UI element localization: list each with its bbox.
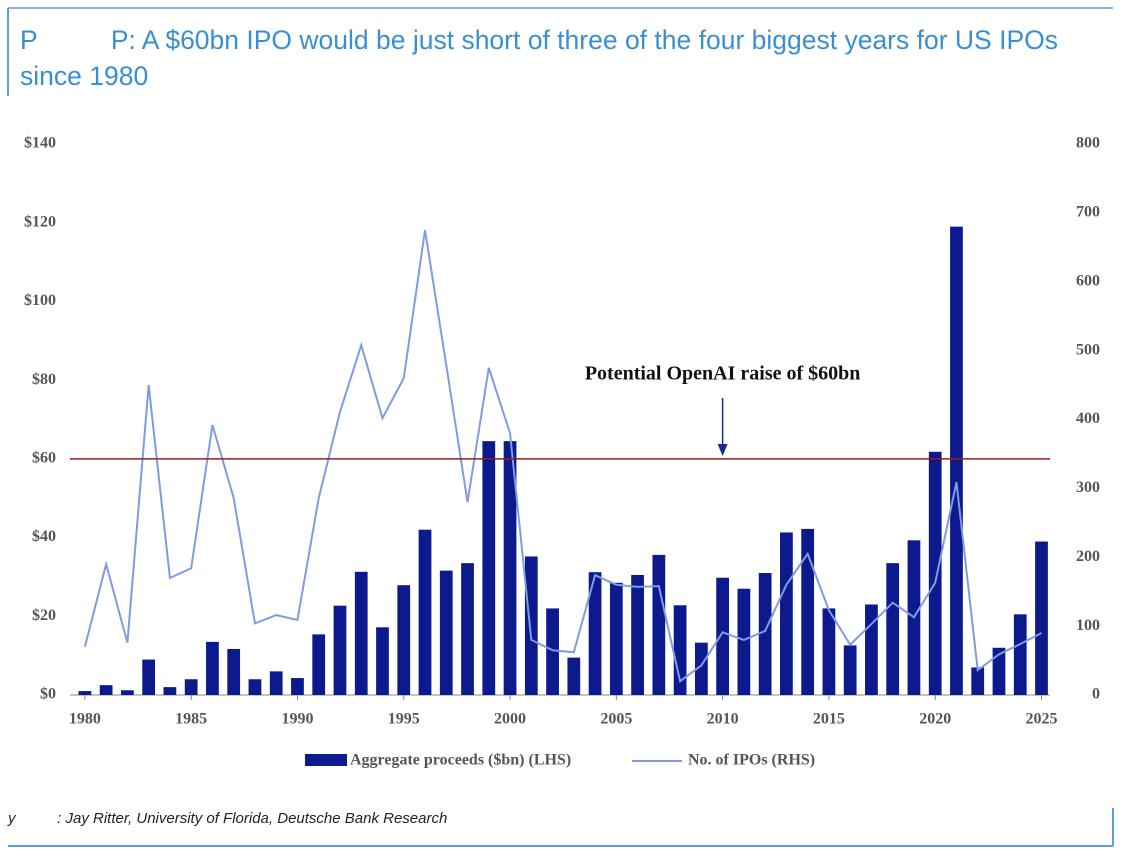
bar <box>99 685 113 695</box>
title: P P: A $60bn IPO would be just short of … <box>20 25 1066 91</box>
x-tick-label: 2010 <box>707 711 739 728</box>
bar <box>78 691 92 695</box>
bar <box>354 571 368 695</box>
bar <box>609 582 623 695</box>
bar <box>971 667 985 695</box>
x-tick-label: 1980 <box>69 711 101 728</box>
bar <box>673 605 687 695</box>
bar <box>843 645 857 695</box>
bar <box>397 585 411 695</box>
legend-label: No. of IPOs (RHS) <box>688 752 815 769</box>
annotation-arrowhead <box>717 444 728 456</box>
bar <box>588 572 602 695</box>
x-tick-label: 1990 <box>281 711 313 728</box>
bar <box>312 634 326 695</box>
bar <box>184 679 198 695</box>
y-tick-label: $140 <box>24 135 56 152</box>
bar <box>631 574 644 695</box>
bar <box>992 647 1006 695</box>
bar <box>758 572 772 695</box>
bar <box>248 679 262 695</box>
bar <box>652 554 666 695</box>
legend-swatch <box>305 754 347 766</box>
bar <box>227 648 241 695</box>
line <box>83 229 1042 683</box>
bar <box>333 605 347 695</box>
x-tick-label: 2000 <box>494 711 526 728</box>
y2-tick-label: 0 <box>1092 686 1100 703</box>
x-tick-label: 1995 <box>388 711 420 728</box>
bar <box>801 528 815 695</box>
x-tick-label: 2005 <box>600 711 632 728</box>
bar <box>439 570 453 695</box>
x-tick-label: 2020 <box>919 711 951 728</box>
y-tick-label: $60 <box>32 450 56 467</box>
bar <box>1013 614 1027 695</box>
bar <box>461 563 474 695</box>
bar <box>163 687 177 695</box>
bar <box>567 657 581 695</box>
bar <box>822 608 836 695</box>
y2-tick-label: 600 <box>1076 272 1100 289</box>
bar <box>780 532 793 695</box>
bar <box>524 556 538 695</box>
bar <box>376 627 389 695</box>
y2-tick-label: 300 <box>1076 479 1100 496</box>
y2-tick-label: 700 <box>1076 204 1100 221</box>
y2-tick-label: 100 <box>1076 617 1100 634</box>
bar <box>716 577 730 695</box>
y-tick-label: $120 <box>24 213 56 230</box>
y-tick-label: $0 <box>40 686 56 703</box>
annotation: Potential OpenAI raise of $60bn <box>585 363 861 385</box>
source: y : Jay Ritter, University of Florida, D… <box>8 810 448 827</box>
y-tick-label: $100 <box>24 292 56 309</box>
bar <box>886 563 900 695</box>
y2-tick-label: 200 <box>1076 548 1100 565</box>
y-tick-label: $20 <box>32 607 56 624</box>
legend-label: Aggregate proceeds ($bn) (LHS) <box>350 752 571 769</box>
bar <box>737 588 751 695</box>
y-tick-label: $40 <box>32 528 56 545</box>
bar <box>1035 541 1048 695</box>
bar <box>482 441 496 695</box>
bar <box>269 671 283 695</box>
x-tick-label: 2025 <box>1025 711 1057 728</box>
bar <box>865 604 878 695</box>
chart: $0 $20 $40 $60 $80 $100 $120 $140 0 100 200 300 400 5… <box>7 7 1113 769</box>
bar <box>950 226 963 695</box>
bar <box>694 642 708 695</box>
y2-tick-label: 800 <box>1076 135 1100 152</box>
y-tick-label: $80 <box>32 371 56 388</box>
bar <box>418 529 432 695</box>
bar <box>121 690 134 695</box>
bar <box>206 641 219 695</box>
bar <box>291 678 304 695</box>
bar <box>928 451 942 695</box>
bar <box>142 659 156 695</box>
bar <box>546 608 559 695</box>
y2-tick-label: 500 <box>1076 341 1100 358</box>
y2-tick-label: 400 <box>1076 410 1100 427</box>
x-tick-label: 1985 <box>175 711 207 728</box>
bar <box>503 441 517 695</box>
x-tick-label: 2015 <box>813 711 845 728</box>
